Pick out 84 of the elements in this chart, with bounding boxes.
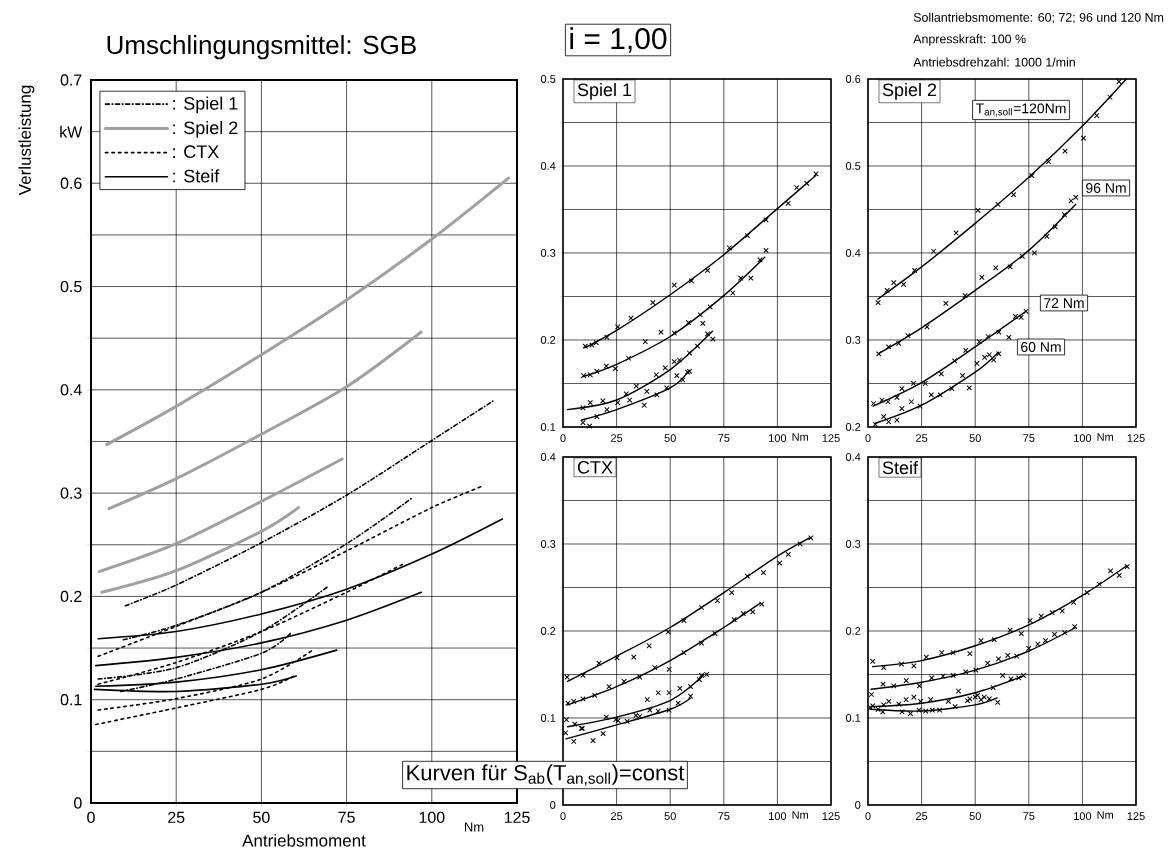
y-tick-label: 0.4 bbox=[845, 249, 861, 257]
x-tick-label: 75 bbox=[1023, 812, 1035, 820]
x-axis-title: Antriebsmoment bbox=[242, 834, 366, 847]
x-tick-label: 0 bbox=[865, 812, 871, 820]
legend-label: : Steif bbox=[173, 169, 220, 183]
x-tick-label: 100 bbox=[769, 812, 787, 820]
x-tick-label: 25 bbox=[916, 812, 928, 820]
x-tick-label: 25 bbox=[611, 812, 623, 820]
y-tick-label: 0.5 bbox=[845, 162, 861, 170]
y-tick-label: 0.6 bbox=[845, 75, 861, 83]
annotation: T$_{an,soll}$=120Nm bbox=[975, 103, 1066, 117]
text: Antriebsdrehzahl: 1000 1/min bbox=[913, 57, 1075, 67]
y-tick-label: 0 bbox=[855, 801, 861, 809]
x-tick-label: 0 bbox=[560, 434, 566, 442]
x-tick-label: 125 bbox=[822, 812, 840, 820]
y-tick-label: 0.3 bbox=[60, 487, 82, 499]
text: Anpresskraft: 100 % bbox=[913, 34, 1026, 46]
chart-title: Steif bbox=[882, 460, 919, 475]
y-tick-label: 0.2 bbox=[540, 336, 556, 344]
y-tick-label: 0.1 bbox=[540, 714, 556, 722]
text: Nm bbox=[792, 811, 808, 819]
text: Nm bbox=[1097, 433, 1113, 441]
x-tick-label: 125 bbox=[822, 434, 840, 442]
y-tick-label: 0.4 bbox=[540, 453, 556, 461]
y-tick-label: 0.3 bbox=[540, 540, 556, 548]
text: i = 1,00 bbox=[570, 27, 667, 53]
legend-label: : Spiel 2 bbox=[173, 120, 238, 138]
y-tick-label: 0 bbox=[74, 797, 82, 809]
x-tick-label: 25 bbox=[916, 434, 928, 442]
y-tick-label: kW bbox=[60, 125, 83, 138]
y-tick-label: 0.2 bbox=[540, 627, 556, 635]
y-tick-label: 0.3 bbox=[540, 249, 556, 257]
chart-title: Spiel 1 bbox=[577, 82, 632, 100]
legend-label: : CTX bbox=[173, 145, 219, 159]
annotation: Kurven für S$_{ab}$(T$_{an,soll}$)=const bbox=[407, 764, 685, 786]
y-tick-label: 0.2 bbox=[845, 627, 861, 635]
text: Nm bbox=[792, 433, 808, 441]
y-tick-label: 0.4 bbox=[845, 453, 861, 461]
y-tick-label: 0.5 bbox=[60, 280, 82, 293]
x-tick-label: 125 bbox=[1127, 812, 1145, 820]
x-tick-label: 100 bbox=[1074, 434, 1092, 442]
x-tick-label: 75 bbox=[1023, 434, 1035, 442]
x-tick-label: 75 bbox=[718, 434, 730, 442]
text: Sollantriebsmomente: 60; 72; 96 und 120 Nm bbox=[913, 12, 1164, 24]
annotation: 96 Nm bbox=[1086, 183, 1126, 193]
x-tick-label: 50 bbox=[664, 812, 676, 820]
x-tick-label: 100 bbox=[769, 434, 787, 442]
text: Nm bbox=[1097, 811, 1113, 819]
x-tick-label: 50 bbox=[664, 434, 676, 442]
chart-title: Umschlingungsmittel: SGB bbox=[107, 35, 416, 60]
y-tick-label: 0.2 bbox=[845, 423, 861, 431]
y-axis-title: Verlustleistung bbox=[18, 85, 35, 196]
chart-title: CTX bbox=[577, 460, 613, 474]
x-tick-label: 50 bbox=[253, 811, 270, 824]
y-tick-label: 0.3 bbox=[845, 540, 861, 548]
annotation: 72 Nm bbox=[1044, 298, 1084, 308]
text: Nm bbox=[464, 822, 484, 832]
y-tick-label: 0.2 bbox=[60, 590, 82, 603]
y-tick-label: 0.3 bbox=[845, 336, 861, 344]
x-tick-label: 0 bbox=[560, 812, 566, 820]
x-tick-label: 25 bbox=[168, 811, 185, 824]
x-tick-label: 100 bbox=[419, 811, 445, 824]
x-tick-label: 100 bbox=[1074, 812, 1092, 820]
x-tick-label: 50 bbox=[969, 434, 981, 442]
x-tick-label: 50 bbox=[969, 812, 981, 820]
y-tick-label: 0.4 bbox=[540, 162, 556, 170]
legend-label: : Spiel 1 bbox=[173, 96, 238, 114]
chart-title: Spiel 2 bbox=[882, 82, 937, 100]
x-tick-label: 125 bbox=[504, 811, 530, 824]
x-tick-label: 75 bbox=[338, 811, 355, 823]
y-tick-label: 0.5 bbox=[540, 75, 556, 83]
y-tick-label: 0 bbox=[550, 801, 556, 809]
x-tick-label: 25 bbox=[611, 434, 623, 442]
x-tick-label: 125 bbox=[1127, 434, 1145, 442]
annotation: 60 Nm bbox=[1021, 342, 1061, 352]
y-tick-label: 0.7 bbox=[60, 74, 82, 86]
y-tick-label: 0.1 bbox=[845, 714, 861, 722]
x-tick-label: 0 bbox=[87, 811, 95, 824]
y-tick-label: 0.1 bbox=[60, 694, 82, 706]
y-tick-label: 0.4 bbox=[60, 384, 82, 396]
x-tick-label: 0 bbox=[865, 434, 871, 442]
y-tick-label: 0.1 bbox=[540, 423, 556, 431]
x-tick-label: 75 bbox=[718, 812, 730, 820]
y-tick-label: 0.6 bbox=[60, 177, 82, 189]
